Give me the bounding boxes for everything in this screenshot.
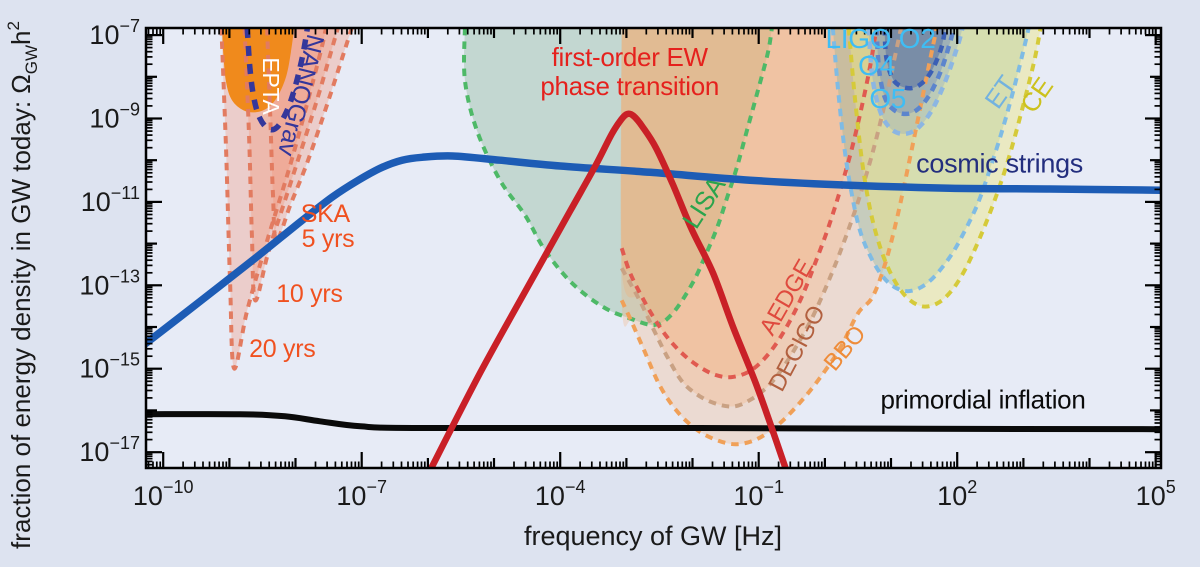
label-ska-label: SKA [301, 200, 351, 228]
label-ska-10yrs-label-text: 10 yrs [276, 280, 342, 308]
region-lisa-border [462, 28, 774, 327]
label-ligo-o4-label-text: O4 [858, 50, 895, 81]
region-epta-fill [222, 28, 295, 113]
label-ska-label-text: SKA [301, 200, 351, 228]
label-ska-20yrs-label-text: 20 yrs [249, 335, 315, 363]
x-tick-labels: 10−10 10−7 10−4 10−1 102 105 [133, 477, 1176, 511]
region-ligo-o2-border [882, 28, 948, 91]
region-ligo-o5-border [866, 28, 965, 137]
label-primordial-inflation-label-text: primordial inflation [881, 384, 1086, 414]
region-lisa-fill [464, 28, 772, 326]
label-ska-5yrs-label-text: 5 yrs [302, 225, 355, 253]
region-et-fill [832, 28, 1029, 292]
curve-primordial-inflation [146, 411, 1161, 433]
region-nanograv-border [244, 28, 311, 133]
x-tick-label: 102 [937, 477, 977, 511]
label-ligo-o5-label-text: O5 [869, 83, 906, 114]
y-axis-title: fraction of energy density in GW today: … [4, 21, 41, 549]
label-ligo-o2-label: LIGO O2 [826, 23, 936, 54]
label-cosmic-strings-label: cosmic strings [916, 148, 1083, 178]
label-ew-label-text: first-order EW phase transition [540, 42, 719, 101]
region-ligo-o4-border [874, 28, 957, 117]
region-decigo-fill [620, 28, 901, 407]
plot-area [146, 28, 1161, 468]
label-ligo-o4-label: O4 [858, 50, 895, 81]
curve-ew-phase-transition [427, 110, 789, 468]
y-tick-label: 10−17 [79, 433, 140, 467]
x-tick-label: 10−10 [133, 477, 194, 511]
region-ligo-o4-fill [876, 28, 954, 114]
region-et-border [830, 28, 1031, 294]
region-aedge-fill [621, 28, 877, 378]
x-tick-label: 10−4 [535, 477, 586, 511]
x-tick-label: 10−7 [336, 477, 387, 511]
region-ce-border [846, 28, 1043, 309]
detector-region-borders [219, 28, 1043, 447]
region-aedge-border [619, 28, 879, 380]
label-cosmic-strings-label-text: cosmic strings [916, 148, 1083, 178]
region-ce-fill [848, 28, 1041, 307]
label-ska-5yrs-label: 5 yrs [302, 225, 355, 253]
axis-ticks [146, 28, 1161, 468]
label-ligo-o2-label-text: LIGO O2 [826, 23, 936, 54]
label-ligo-o5-label: O5 [869, 83, 906, 114]
region-ska-5yrs-fill [267, 28, 352, 241]
y-tick-label: 10−13 [79, 266, 140, 300]
region-ska-20yrs-border [219, 28, 328, 371]
y-tick-label: 10−15 [79, 350, 140, 384]
label-epta-label-text: EPTA [258, 57, 284, 115]
label-primordial-inflation-label: primordial inflation [881, 384, 1086, 414]
x-tick-label: 10−1 [733, 477, 784, 511]
label-ew-label: first-order EW phase transition [540, 42, 719, 101]
y-tick-label: 10−11 [81, 183, 140, 217]
y-tick-label: 10−7 [89, 16, 140, 50]
region-ska-10yrs-border [242, 28, 340, 303]
signal-curves [146, 110, 1161, 468]
x-axis-title: frequency of GW [Hz] [524, 521, 782, 551]
region-bbo-border [619, 28, 939, 447]
label-epta-label: EPTA [258, 57, 284, 115]
detector-region-fills [221, 28, 1041, 445]
label-ska-10yrs-label: 10 yrs [276, 280, 343, 308]
x-tick-label: 105 [1136, 477, 1176, 511]
curve-cosmic-strings [146, 152, 1161, 348]
y-tick-label: 10−9 [89, 100, 140, 134]
plot-background [146, 28, 1161, 468]
region-decigo-border [619, 28, 903, 409]
y-tick-labels: 10−7 10−9 10−11 10−13 10−15 10−17 [79, 16, 140, 467]
label-ska-20yrs-label: 20 yrs [249, 335, 316, 363]
